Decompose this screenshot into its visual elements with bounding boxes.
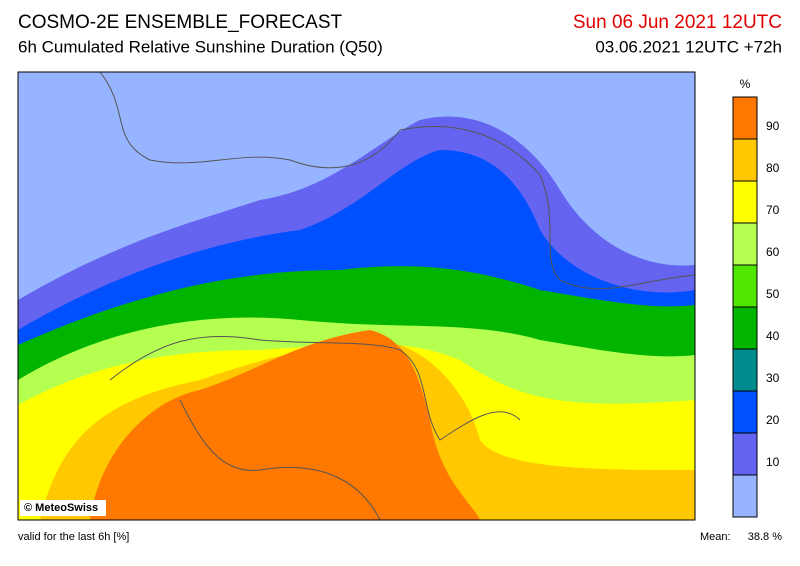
map-credit: © MeteoSwiss (24, 502, 98, 514)
colorbar-tick-label: 40 (766, 329, 780, 343)
colorbar-bin (733, 391, 757, 433)
colorbar-tick-label: 80 (766, 161, 780, 175)
colorbar-tick-label: 30 (766, 371, 780, 385)
colorbar: % 10 20 30 40 50 60 70 80 90 (732, 77, 780, 518)
colorbar-tick-label: 90 (766, 119, 780, 133)
colorbar-tick-label: 10 (766, 455, 780, 469)
colorbar-bin (733, 433, 757, 475)
subtitle: 6h Cumulated Relative Sunshine Duration … (18, 37, 383, 56)
colorbar-bin (733, 265, 757, 307)
title: COSMO-2E ENSEMBLE_FORECAST (18, 12, 343, 33)
colorbar-tick-label: 50 (766, 287, 780, 301)
colorbar-tick-label: 60 (766, 245, 780, 259)
colorbar-tick-label: 70 (766, 203, 780, 217)
colorbar-bin (733, 223, 757, 265)
footer-note: valid for the last 6h [%] (18, 531, 129, 543)
map-frame (17, 71, 696, 521)
colorbar-bin (733, 475, 757, 517)
map: © MeteoSwiss (18, 72, 695, 520)
mean-value: 38.8 % (748, 531, 782, 543)
colorbar-unit: % (740, 77, 751, 91)
colorbar-bin (733, 181, 757, 223)
colorbar-bin (733, 349, 757, 391)
colorbar-bin (733, 139, 757, 181)
valid-time: Sun 06 Jun 2021 12UTC (573, 12, 782, 33)
mean-label: Mean: (700, 531, 731, 543)
run-time: 03.06.2021 12UTC +72h (595, 37, 782, 56)
colorbar-bin (733, 307, 757, 349)
colorbar-tick-label: 20 (766, 413, 780, 427)
colorbar-bin (733, 97, 757, 139)
